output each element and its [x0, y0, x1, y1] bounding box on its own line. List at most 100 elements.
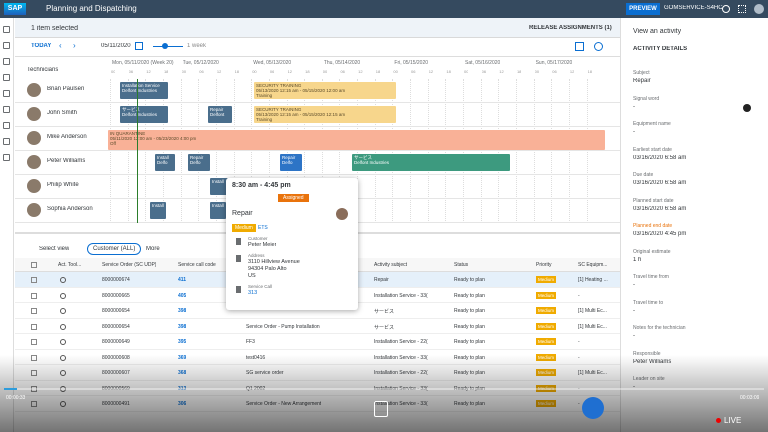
- settings-icon[interactable]: [594, 42, 603, 51]
- cell: Ready to plan: [454, 385, 485, 392]
- cell: Installation Service - 33(: [374, 354, 428, 361]
- calendar-icon[interactable]: [135, 42, 143, 50]
- detail-label: Due date: [633, 172, 654, 178]
- slider[interactable]: [153, 46, 183, 47]
- activity-icon: [60, 292, 66, 299]
- technician-name: Sophia Anderson: [47, 206, 93, 212]
- nav-icon[interactable]: [3, 154, 10, 161]
- details-section: ACTIVITY DETAILS: [633, 46, 688, 52]
- table-row[interactable]: [15, 334, 620, 350]
- toolbar: TODAY ‹ › 05/11/2020 1 week: [15, 38, 620, 56]
- column-header[interactable]: Service Order (SC UDP): [102, 262, 157, 268]
- assignment-block[interactable]: IN QUARANTINE 05/11/2020 12:00 am - 05/23…: [108, 130, 605, 150]
- assignment-block[interactable]: Repair Delfont: [208, 106, 232, 123]
- grid-line: [304, 79, 306, 223]
- assignment-block[interactable]: Repair Delfo: [188, 154, 210, 171]
- cell: 8000000665: [102, 292, 130, 299]
- technician-avatar: [27, 131, 41, 145]
- block-text: Training: [256, 93, 273, 98]
- preview-button[interactable]: PREVIEW: [626, 3, 660, 15]
- nav-icon[interactable]: [3, 58, 10, 65]
- nav-icon[interactable]: [3, 42, 10, 49]
- assignment-block[interactable]: Repair Delfo: [280, 154, 302, 171]
- column-header[interactable]: SC Equipm...: [578, 262, 608, 268]
- avatar[interactable]: [754, 4, 764, 14]
- assignment-block[interactable]: Installation Service Delfont Industries: [120, 82, 168, 99]
- nav-icon[interactable]: [3, 122, 10, 129]
- logo[interactable]: SAP: [4, 3, 26, 15]
- customer-filter[interactable]: Customer (ALL): [87, 243, 142, 255]
- cell: Ready to plan: [454, 401, 485, 407]
- detail-value: -: [633, 307, 635, 314]
- nav-icon[interactable]: [3, 138, 10, 145]
- assignment-block[interactable]: SECURITY TRAINING 05/13/2020 12:15 am - 0…: [254, 82, 396, 99]
- row-checkbox[interactable]: [31, 277, 37, 283]
- row-checkbox[interactable]: [31, 354, 37, 361]
- hour-label: 12: [358, 69, 363, 74]
- assignment-block[interactable]: Install: [150, 202, 166, 219]
- select-view[interactable]: Select view: [39, 246, 70, 252]
- cell: -: [578, 385, 580, 392]
- column-header[interactable]: Service call code: [178, 262, 216, 268]
- slider-handle[interactable]: [162, 43, 168, 49]
- row-checkbox[interactable]: [31, 401, 37, 407]
- prev-button[interactable]: ‹: [59, 41, 62, 50]
- cell: Q1 2002: [246, 385, 266, 392]
- cell: 398: [178, 308, 187, 314]
- cell: Installation Service - 33(: [374, 292, 428, 299]
- priority-badge: Medium: [536, 322, 557, 330]
- hour-label: 00: [464, 69, 469, 74]
- cell: -: [578, 292, 580, 299]
- assignment-block[interactable]: Install: [210, 178, 228, 195]
- nav-icon[interactable]: [3, 26, 10, 33]
- more-filter[interactable]: More: [146, 246, 160, 252]
- column-header[interactable]: Priority: [536, 262, 552, 268]
- hour-label: 06: [128, 69, 134, 74]
- detail-label: Earliest start date: [633, 146, 672, 153]
- nav-icon[interactable]: [3, 106, 10, 113]
- column-header[interactable]: Act. Tool...: [58, 262, 82, 268]
- assignment-block[interactable]: サービス Delfont Industries: [120, 106, 168, 123]
- assignment-block[interactable]: サービス Delfont Industries: [352, 154, 510, 171]
- assignment-block[interactable]: Install: [210, 202, 226, 219]
- column-header[interactable]: Activity subject: [374, 262, 408, 268]
- row-checkbox[interactable]: [31, 385, 37, 392]
- row-checkbox[interactable]: [31, 370, 37, 376]
- grid-line: [162, 79, 164, 223]
- row-checkbox[interactable]: [31, 339, 37, 345]
- nav-icon[interactable]: [3, 74, 10, 81]
- selection-bar: 1 item selected RELEASE ASSIGNMENTS (1): [15, 18, 620, 38]
- hour-label: 12: [216, 69, 222, 74]
- layout-icon[interactable]: [575, 42, 584, 51]
- table-row[interactable]: [15, 303, 620, 319]
- row-checkbox[interactable]: [31, 308, 37, 314]
- block-text: IN QUARANTINE: [110, 131, 146, 136]
- activity-icon: [60, 401, 66, 407]
- nav-icon[interactable]: [3, 90, 10, 97]
- release-button[interactable]: RELEASE ASSIGNMENTS (1): [529, 25, 612, 31]
- field-label: Address: [248, 253, 265, 258]
- assignment-block[interactable]: Install Delfo: [155, 154, 175, 171]
- cell: 8000000654: [102, 308, 130, 314]
- today-button[interactable]: TODAY: [31, 43, 52, 49]
- row-checkbox[interactable]: [31, 292, 37, 299]
- date-field[interactable]: 05/11/2020: [101, 43, 131, 49]
- technician-avatar: [27, 107, 41, 121]
- hour-label: 00: [393, 69, 398, 74]
- next-button[interactable]: ›: [73, 41, 76, 50]
- help-icon[interactable]: [743, 104, 751, 112]
- apps-icon[interactable]: [738, 5, 746, 13]
- detail-label: Signal word: [633, 95, 660, 102]
- hour-label: 06: [411, 69, 416, 74]
- technician-row: John Smith サービス Delfont Industries Repair De…: [15, 103, 620, 127]
- help-icon[interactable]: [722, 5, 730, 13]
- shell-bar: SAP Planning and Dispatching PREVIEW GOM…: [0, 0, 768, 18]
- hour-label: 00: [252, 69, 257, 74]
- table-row[interactable]: [15, 319, 620, 334]
- current-time-line: [137, 79, 138, 223]
- cell: 368: [178, 370, 187, 376]
- row-checkbox[interactable]: [31, 323, 37, 330]
- column-header[interactable]: Status: [454, 262, 469, 268]
- assignment-block[interactable]: SECURITY TRAINING 05/13/2020 12:15 am - 0…: [254, 106, 396, 123]
- header-checkbox[interactable]: [31, 262, 37, 268]
